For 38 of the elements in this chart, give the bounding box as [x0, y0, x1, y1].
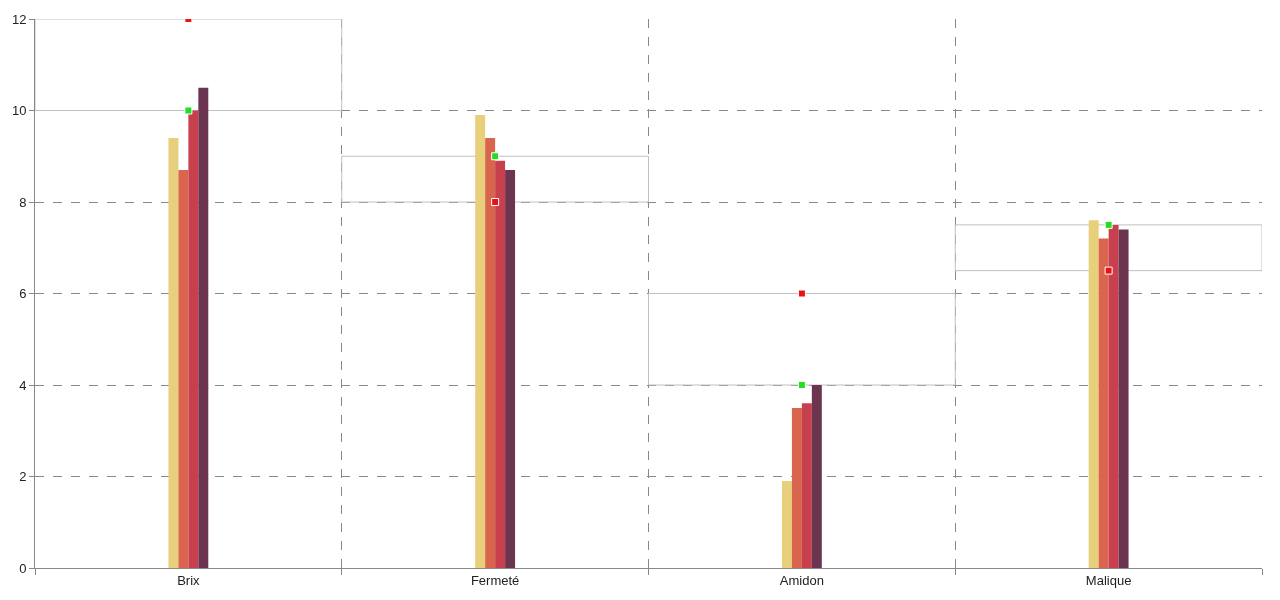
- bar: [505, 169, 516, 568]
- y-tick-label: 8: [19, 194, 27, 210]
- y-tick-label: 2: [19, 469, 27, 485]
- bar: [35, 19, 343, 111]
- bar: [485, 137, 496, 568]
- y-tick-label: 12: [11, 11, 27, 27]
- bar: [1118, 229, 1129, 568]
- bar: [1088, 220, 1099, 568]
- bar: [198, 87, 209, 568]
- y-tick-label: 0: [19, 560, 27, 576]
- y-tick-label: 6: [19, 286, 27, 302]
- bar: [178, 169, 189, 568]
- bar: [495, 160, 506, 568]
- bar: [648, 293, 956, 386]
- point: [184, 106, 193, 115]
- y-tick-label: 4: [19, 377, 27, 393]
- bar: [1108, 224, 1119, 568]
- point: [797, 289, 806, 298]
- bar: [791, 407, 802, 568]
- bar: [801, 403, 812, 568]
- bar: [341, 155, 649, 203]
- x-tick-label: Amidon: [779, 572, 824, 588]
- point: [1104, 220, 1113, 229]
- bar: [188, 110, 199, 568]
- bar: [1098, 238, 1109, 568]
- bar: [168, 137, 179, 568]
- point: [491, 152, 500, 161]
- bar: [475, 115, 486, 568]
- point: [1104, 266, 1113, 275]
- bar: [811, 385, 822, 568]
- x-tick-label: Fermeté: [470, 572, 520, 588]
- point: [797, 381, 806, 389]
- y-tick-label: 10: [11, 103, 27, 119]
- point: [491, 198, 500, 206]
- bar: [781, 481, 792, 568]
- x-tick-label: Brix: [177, 572, 201, 588]
- x-tick-label: Malique: [1085, 572, 1132, 588]
- bar: [954, 224, 1262, 272]
